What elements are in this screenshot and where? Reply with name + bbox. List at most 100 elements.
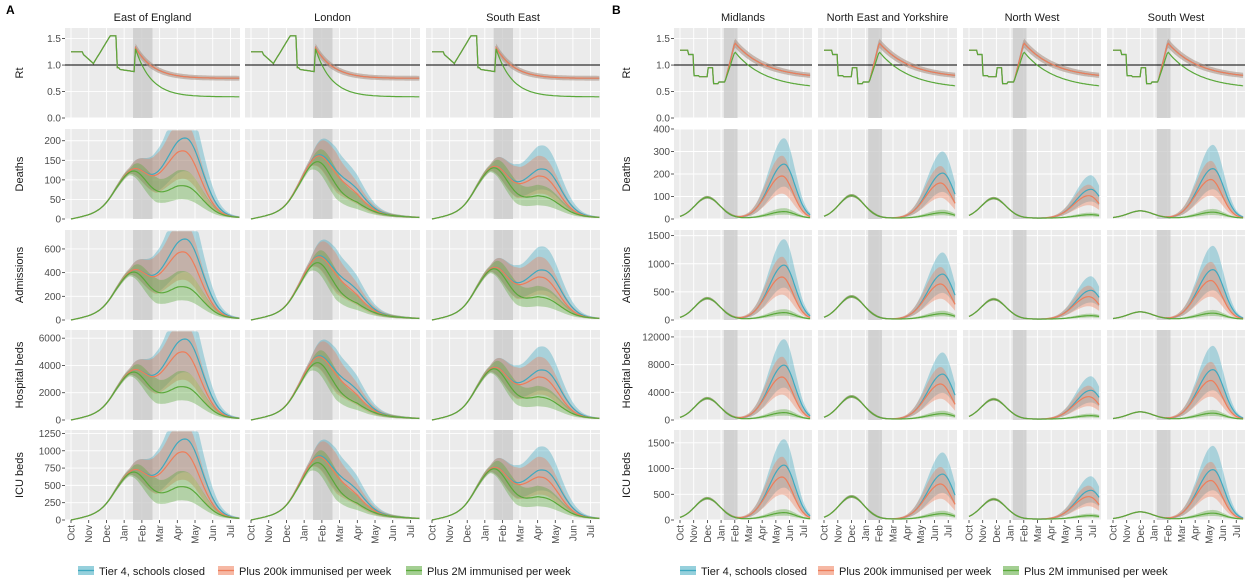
facet-b-2-3 <box>1107 230 1245 321</box>
region-title: East of England <box>114 12 192 24</box>
facet-b-1-3 <box>1107 128 1245 220</box>
shaded-period <box>1156 129 1171 219</box>
shaded-period <box>723 430 738 520</box>
series-line <box>823 396 956 420</box>
y-tick-label: 0 <box>664 215 670 226</box>
x-tick-label: Dec <box>102 525 113 543</box>
series-line <box>679 397 811 420</box>
x-tick-label: Oct <box>1109 525 1120 541</box>
facet-a-1-1 <box>245 129 420 220</box>
x-tick-label: Dec <box>1136 525 1147 543</box>
uncertainty-band <box>1158 38 1244 82</box>
x-tick-label: Feb <box>137 525 148 543</box>
y-tick-label: 100 <box>653 192 670 203</box>
y-axis-label: Admissions <box>621 246 633 303</box>
uncertainty-band <box>824 367 956 420</box>
uncertainty-band <box>725 38 811 82</box>
uncertainty-band <box>869 38 956 82</box>
shaded-period <box>493 230 513 320</box>
y-tick-label: 1500 <box>648 231 671 242</box>
x-tick-label: May <box>551 525 562 544</box>
uncertainty-band <box>680 356 811 419</box>
shaded-period <box>723 129 738 219</box>
x-tick-label: Jul <box>586 525 597 538</box>
shaded-period <box>313 430 333 520</box>
x-tick-label: Mar <box>744 524 755 542</box>
y-tick-label: 400 <box>653 125 670 136</box>
shaded-period <box>1012 330 1027 420</box>
x-tick-label: Nov <box>978 525 989 543</box>
uncertainty-band <box>1113 461 1244 520</box>
uncertainty-band <box>432 260 600 320</box>
facet-b-0-1 <box>818 28 957 119</box>
shaded-period <box>1012 230 1027 320</box>
facet-background <box>818 430 957 520</box>
facet-b-4-3: Oct Nov Dec Jan Feb Mar Apr May Jun Jul <box>1107 430 1245 544</box>
facet-a-1-2 <box>426 129 600 220</box>
series-line <box>969 49 1100 87</box>
y-tick-label: 0.0 <box>656 114 670 125</box>
y-tick-label: 150 <box>44 156 61 167</box>
uncertainty-band <box>680 439 811 519</box>
y-tick-label: 200 <box>653 170 670 181</box>
facet-b-0-2 <box>963 28 1101 119</box>
uncertainty-band <box>1113 144 1244 218</box>
facet-a-3-1 <box>245 330 420 421</box>
x-tick-label: Mar <box>1177 524 1188 542</box>
shaded-period <box>1012 430 1027 520</box>
x-tick-label: May <box>916 525 927 544</box>
shaded-period <box>868 129 882 219</box>
series-line <box>1112 311 1244 320</box>
x-tick-label: Jun <box>568 525 579 541</box>
uncertainty-band <box>432 256 600 320</box>
facet-a-0-1 <box>245 28 420 119</box>
uncertainty-band <box>71 364 240 420</box>
y-tick-label: 1000 <box>39 446 62 457</box>
uncertainty-band <box>251 241 420 320</box>
uncertainty-band <box>1113 345 1244 419</box>
y-axis-label: Deaths <box>14 156 26 191</box>
facet-a-4-1: Oct Nov Dec Jan Feb Mar Apr May Jun Jul <box>245 430 420 544</box>
x-tick-label: Jan <box>717 525 728 541</box>
series-line <box>823 496 956 520</box>
series-line <box>1112 210 1244 219</box>
y-tick-label: 600 <box>44 244 61 255</box>
uncertainty-band <box>432 155 600 219</box>
uncertainty-band <box>432 159 600 219</box>
x-tick-label: May <box>1060 525 1071 544</box>
x-tick-label: Nov <box>264 525 275 543</box>
shaded-period <box>723 28 738 118</box>
region-title: South West <box>1148 12 1205 24</box>
x-tick-label: Jun <box>1074 525 1085 541</box>
uncertainty-band <box>251 140 420 219</box>
x-tick-label: Mar <box>155 524 166 542</box>
shaded-period <box>723 330 738 420</box>
series-line <box>679 497 811 520</box>
uncertainty-band <box>71 264 240 320</box>
series-line <box>70 371 240 421</box>
y-tick-label: 1000 <box>648 259 671 270</box>
panel-b: Midlands North East and Yorkshire North We… <box>621 12 1245 544</box>
shaded-period <box>493 430 513 520</box>
facet-a-2-0 <box>65 230 240 321</box>
facet-background <box>963 230 1101 320</box>
x-tick-label: Apr <box>353 524 364 540</box>
shaded-period <box>313 330 333 420</box>
shaded-period <box>868 28 882 118</box>
y-tick-label: 1000 <box>648 464 671 475</box>
uncertainty-band <box>71 231 240 320</box>
facet-b-3-3 <box>1107 330 1245 421</box>
uncertainty-band <box>251 439 420 520</box>
x-tick-label: Jun <box>785 525 796 541</box>
y-axis-label: Rt <box>14 68 26 79</box>
facet-a-0-2 <box>426 28 600 119</box>
x-tick-label: Dec <box>847 525 858 543</box>
uncertainty-band <box>432 456 600 520</box>
series-line <box>1112 411 1244 420</box>
facet-background <box>818 28 957 118</box>
region-title: London <box>314 12 351 24</box>
series-line <box>1113 49 1244 87</box>
uncertainty-band <box>251 441 420 520</box>
shaded-period <box>1156 430 1171 520</box>
series-line <box>251 35 420 98</box>
